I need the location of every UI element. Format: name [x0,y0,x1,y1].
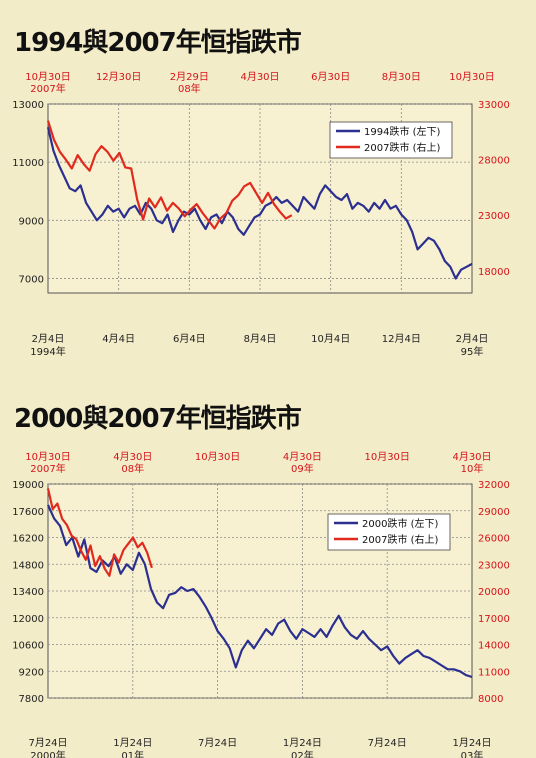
series-line-0 [46,504,473,679]
top-tick-label: 6月30日 [311,71,350,83]
legend-box [329,121,453,159]
top-tick-label: 4月30日 [113,451,152,463]
right-tick-label: 23000 [478,211,510,222]
bottom-tick-label: 7月24日 [198,737,237,749]
top-tick-label: 2月29日 [170,71,209,83]
legend-label: 1994跌市 (左下) [364,125,441,138]
top-tick-year: 08年 [178,82,201,95]
right-tick-label: 11000 [478,667,510,678]
left-tick-label: 7000 [19,274,44,285]
bottom-tick-label: 2月4日 [32,333,65,345]
bottom-tick-label: 6月4日 [173,333,206,345]
chart-title: 2000與2007年恒指跌市 [14,404,302,434]
top-tick-year: 09年 [291,462,314,475]
top-tick-year: 10年 [461,462,484,475]
top-tick-label: 10月30日 [25,71,70,83]
bottom-tick-year: 95年 [461,345,484,358]
top-tick-label: 10月30日 [449,71,494,83]
bottom-tick-label: 4月4日 [102,333,135,345]
chart-panel-2000: 2000與2007年恒指跌市 19000 17600 16200 14800 13400… [0,388,536,758]
right-tick-label: 32000 [478,480,510,491]
bottom-tick-label: 2月4日 [456,333,489,345]
left-tick-label: 17600 [12,507,44,518]
bottom-tick-label: 7月24日 [28,737,67,749]
bottom-tick-label: 12月4日 [382,333,421,345]
bottom-tick-label: 7月24日 [368,737,407,749]
right-tick-label: 29000 [478,507,510,518]
left-tick-label: 7800 [19,694,44,705]
bottom-tick-label: 10月4日 [311,333,350,345]
top-tick-label: 4月30日 [452,451,491,463]
top-tick-year: 2007年 [30,462,65,475]
legend-label: 2000跌市 (左下) [362,517,439,530]
series-line-1 [46,120,293,230]
top-tick-label: 10月30日 [25,451,70,463]
left-tick-label: 16200 [12,534,44,545]
left-tick-label: 13000 [12,100,44,111]
top-tick-label: 8月30日 [382,71,421,83]
right-tick-label: 14000 [478,641,510,652]
right-tick-label: 18000 [478,267,510,278]
legend-box [327,513,451,551]
bottom-tick-label: 1月24日 [283,737,322,749]
left-tick-label: 19000 [12,480,44,491]
bottom-tick-label: 1月24日 [113,737,152,749]
right-tick-label: 20000 [478,587,510,598]
left-tick-label: 9200 [19,667,44,678]
bottom-tick-year: 02年 [291,749,314,758]
chart-2000-vs-2007: 19000 17600 16200 14800 13400 12000 10600 9200 7… [12,451,510,758]
top-tick-label: 4月30日 [283,451,322,463]
bottom-tick-year: 03年 [461,749,484,758]
legend-label: 2007跌市 (右上) [364,141,441,154]
left-tick-label: 10600 [12,641,44,652]
chart-1994-vs-2007: 13000 11000 9000 7000 33000 28000 23000 18000 2月… [12,71,510,358]
top-tick-label: 4月30日 [240,71,279,83]
legend-label: 2007跌市 (右上) [362,533,439,546]
bottom-tick-year: 01年 [121,749,144,758]
right-tick-label: 8000 [478,694,503,705]
top-tick-year: 2007年 [30,82,65,95]
left-tick-label: 12000 [12,614,44,625]
chart-panel-1994: 1994與2007年恒指跌市 13000 11000 9000 7000 33000 28… [12,28,510,358]
top-tick-label: 10月30日 [364,451,409,463]
bottom-tick-label: 1月24日 [452,737,491,749]
bottom-tick-year: 2000年 [30,749,65,758]
left-tick-label: 14800 [12,560,44,571]
right-tick-label: 26000 [478,534,510,545]
series-line-0 [46,127,473,280]
left-tick-label: 13400 [12,587,44,598]
left-tick-label: 9000 [19,216,44,227]
chart-title: 1994與2007年恒指跌市 [14,28,302,58]
top-tick-label: 12月30日 [96,71,141,83]
top-tick-year: 08年 [121,462,144,475]
right-tick-label: 23000 [478,560,510,571]
series-line-1 [46,488,153,577]
right-tick-label: 17000 [478,614,510,625]
bottom-tick-year: 1994年 [30,345,65,358]
right-tick-label: 33000 [478,100,510,111]
right-tick-label: 28000 [478,156,510,167]
left-tick-label: 11000 [12,158,44,169]
bottom-tick-label: 8月4日 [244,333,277,345]
top-tick-label: 10月30日 [195,451,240,463]
